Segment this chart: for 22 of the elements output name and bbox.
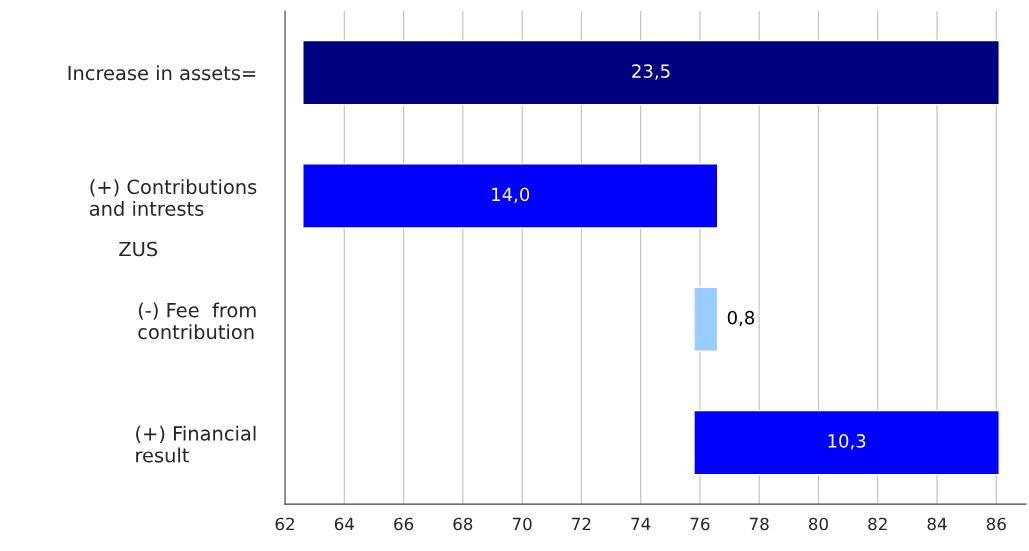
x-tick-label: 84 [927,517,947,531]
x-tick-label: 80 [808,517,828,531]
x-tick-label: 68 [453,517,473,531]
x-tick-label: 82 [868,517,887,531]
x-tick-label: 74 [631,517,651,531]
data-label: 14,0 [492,187,530,204]
x-tick-label: 62 [275,517,294,531]
data-label: 10,3 [828,434,866,450]
x-tick-label: 64 [334,517,354,531]
data-label: 0,8 [727,310,755,327]
data-label: 23,5 [632,64,670,80]
x-tick-label: 72 [572,517,591,531]
y-tick-label: (-) Fee from contribution [138,302,256,340]
x-tick-label: 76 [690,517,710,531]
y-tick-label: (+) Financial result [136,425,256,463]
x-tick-label: 86 [986,517,1006,531]
y-tick-label: (+) Contributions and intrests [89,179,257,216]
x-tick-label: 70 [512,517,532,531]
y-tick-label: Increase in assets= [68,65,256,81]
text: ZUS [119,241,158,257]
x-tick-label: 66 [394,517,414,531]
x-tick-label: 78 [749,517,769,531]
